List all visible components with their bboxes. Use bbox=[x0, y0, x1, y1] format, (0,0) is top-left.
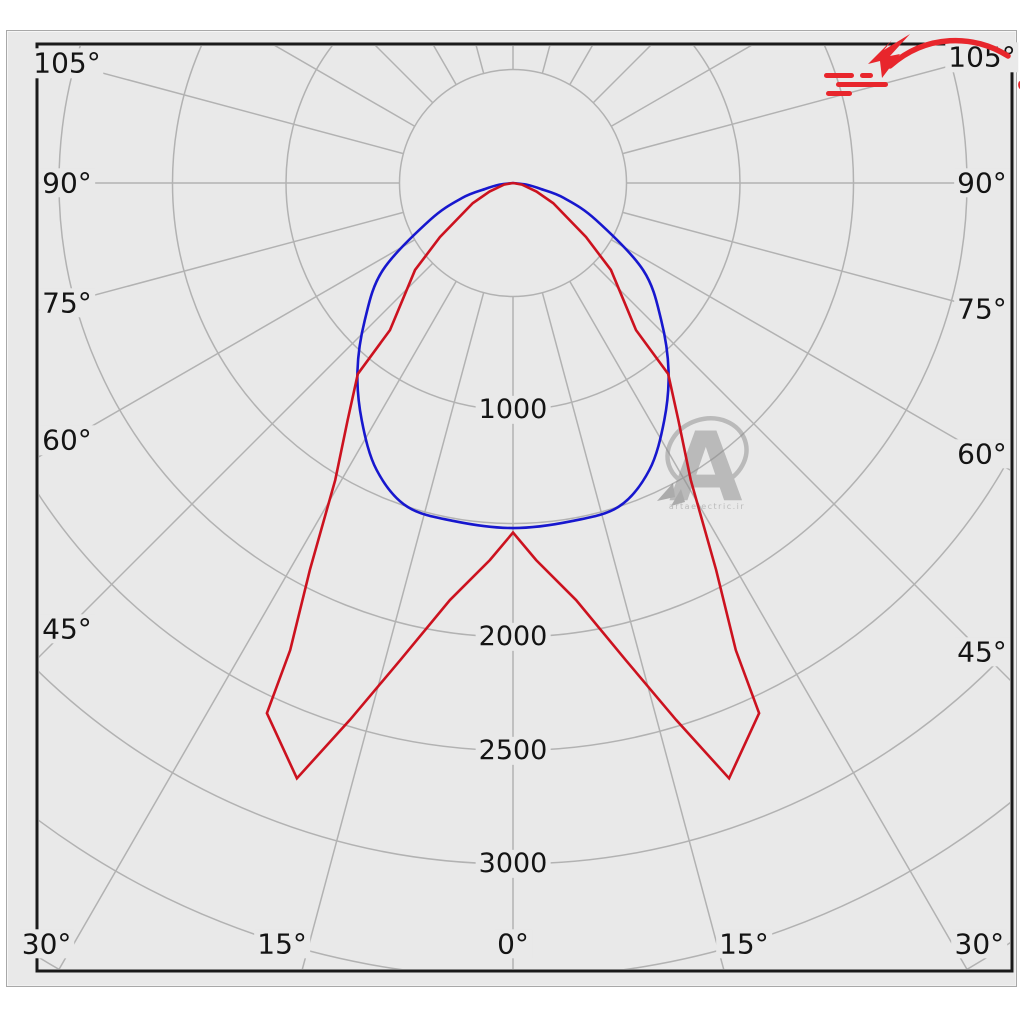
brand-logo-text: آرتاالکتریک bbox=[1016, 58, 1020, 99]
brand-logo: آرتاالکتریک bbox=[818, 26, 1020, 102]
speed-lines-icon bbox=[824, 73, 888, 96]
diagram-panel bbox=[6, 30, 1017, 987]
lightning-bolt-icon bbox=[887, 37, 1011, 69]
lightning-bolt-icon bbox=[868, 34, 910, 78]
